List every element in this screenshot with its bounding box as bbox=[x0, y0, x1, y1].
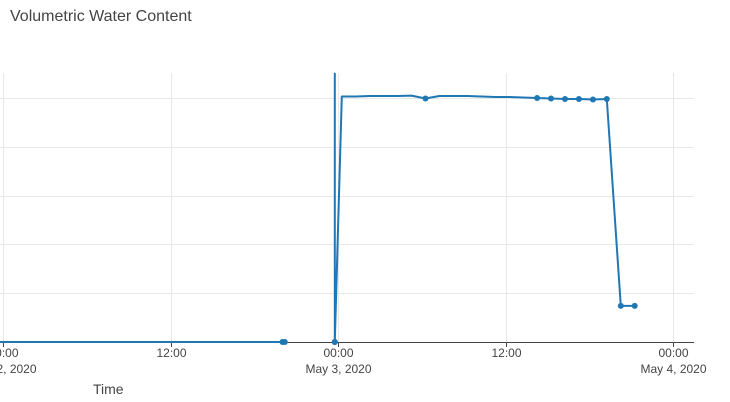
x-axis: 00:00 May 2, 2020 12:00 00:00 May 3, 2020 12:… bbox=[0, 342, 707, 376]
x-tick-label: May 2, 2020 bbox=[0, 362, 37, 376]
data-point bbox=[281, 339, 288, 345]
x-axis-title: Time bbox=[93, 381, 124, 397]
x-tick-label: May 4, 2020 bbox=[640, 362, 706, 376]
data-point bbox=[562, 96, 568, 102]
series-markers bbox=[279, 95, 638, 345]
data-point bbox=[603, 96, 610, 102]
x-tick-label: 12:00 bbox=[156, 346, 186, 360]
data-point bbox=[575, 96, 582, 102]
data-point bbox=[534, 95, 541, 101]
x-tick-label: 00:00 bbox=[323, 346, 353, 360]
x-tick-label: 00:00 bbox=[0, 346, 19, 360]
x-tick-label: 12:00 bbox=[491, 346, 521, 360]
chart-title: Volumetric Water Content bbox=[10, 8, 192, 25]
x-tick-label: May 3, 2020 bbox=[305, 362, 371, 376]
data-point bbox=[617, 302, 624, 309]
data-point bbox=[548, 95, 554, 102]
series-lines bbox=[0, 72, 635, 343]
data-point bbox=[422, 95, 429, 102]
x-tick-label: 00:00 bbox=[658, 346, 688, 360]
data-point bbox=[331, 339, 338, 345]
data-point bbox=[631, 302, 638, 309]
data-point bbox=[589, 96, 596, 103]
series-line bbox=[333, 72, 635, 343]
gridlines bbox=[0, 73, 694, 342]
